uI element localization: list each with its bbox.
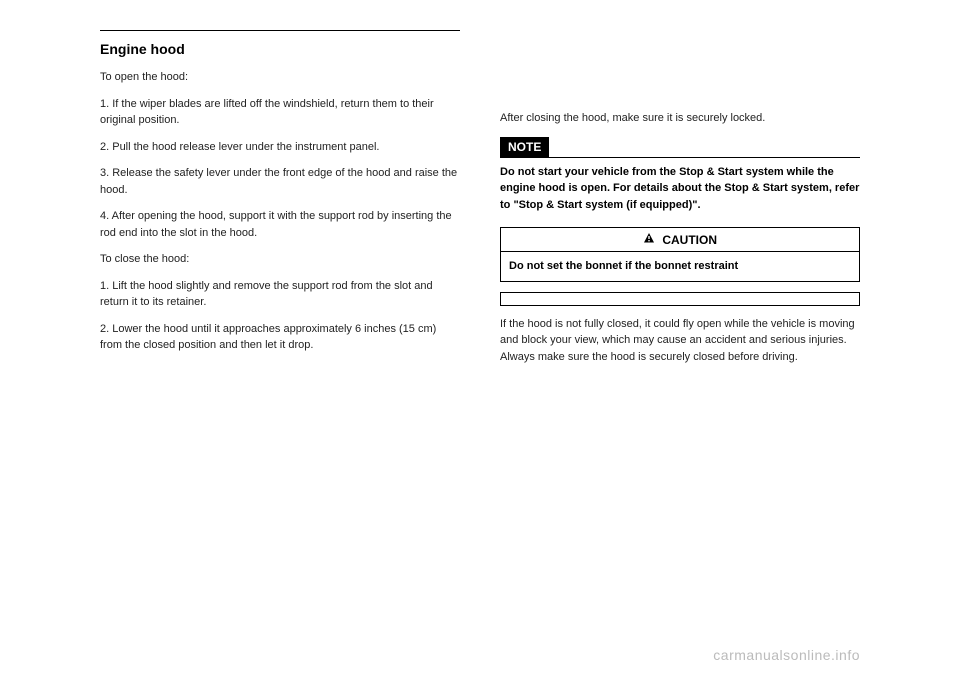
paragraph: 1. Lift the hood slightly and remove the… [100, 278, 460, 311]
left-column: Engine hood To open the hood: 1. If the … [100, 30, 460, 375]
paragraph: 1. If the wiper blades are lifted off th… [100, 96, 460, 129]
section-title: Engine hood [100, 41, 460, 57]
note-label: NOTE [500, 137, 549, 157]
paragraph: 4. After opening the hood, support it wi… [100, 208, 460, 241]
paragraph: To close the hood: [100, 251, 460, 268]
caution-header: CAUTION [501, 228, 859, 252]
paragraph: 3. Release the safety lever under the fr… [100, 165, 460, 198]
paragraph: After closing the hood, make sure it is … [500, 110, 860, 127]
note-body: Do not start your vehicle from the Stop … [500, 164, 860, 214]
paragraph: 2. Pull the hood release lever under the… [100, 139, 460, 156]
caution-body: Do not set the bonnet if the bonnet rest… [501, 252, 859, 281]
watermark: carmanualsonline.info [713, 647, 860, 663]
inner-box [500, 292, 860, 306]
note-header-wrap: NOTE [500, 137, 860, 158]
section-divider [100, 30, 460, 31]
right-column: After closing the hood, make sure it is … [500, 30, 860, 375]
caution-box: CAUTION Do not set the bonnet if the bon… [500, 227, 860, 282]
paragraph: 2. Lower the hood until it approaches ap… [100, 321, 460, 354]
caution-label: CAUTION [662, 233, 717, 247]
warning-icon [643, 232, 655, 247]
paragraph: If the hood is not fully closed, it coul… [500, 316, 860, 366]
paragraph: To open the hood: [100, 69, 460, 86]
